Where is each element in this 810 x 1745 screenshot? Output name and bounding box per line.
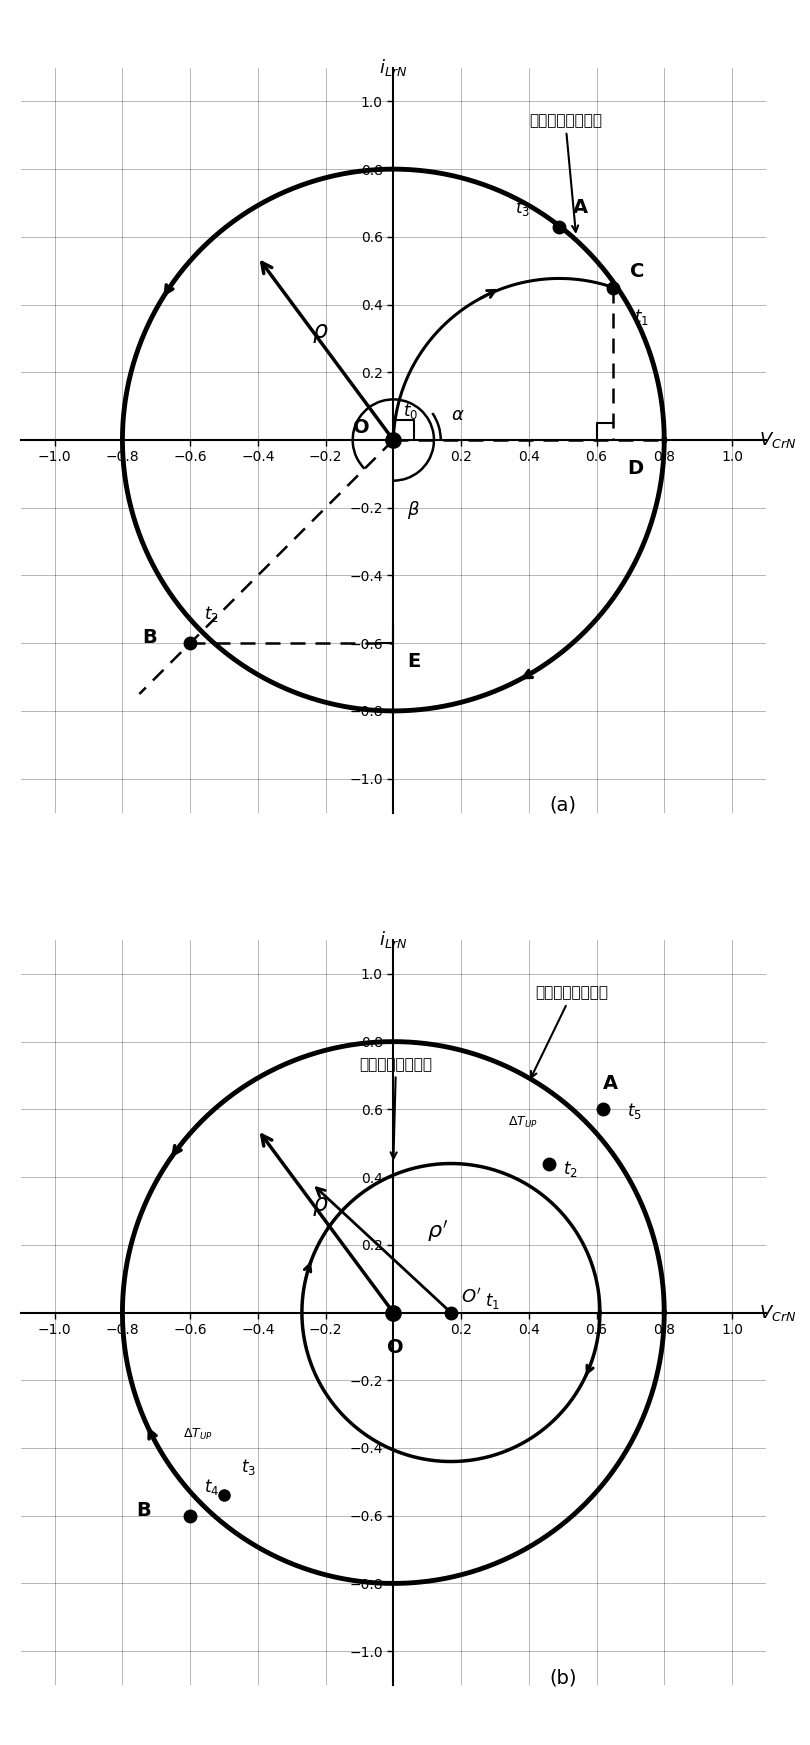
Text: 满载工作状态轨迹: 满载工作状态轨迹 xyxy=(529,113,602,232)
Text: $\beta$: $\beta$ xyxy=(407,499,420,520)
Text: B: B xyxy=(143,628,157,647)
Text: $i_{LrN}$: $i_{LrN}$ xyxy=(379,56,407,79)
Text: A: A xyxy=(573,199,588,216)
Text: (a): (a) xyxy=(549,796,576,815)
Text: $t_1$: $t_1$ xyxy=(633,307,649,326)
Text: 轻载工作状态轨迹: 轻载工作状态轨迹 xyxy=(360,1057,433,1159)
Text: $\Delta T_{UP}$: $\Delta T_{UP}$ xyxy=(183,1427,213,1441)
Text: $t_5$: $t_5$ xyxy=(627,1101,642,1120)
Text: $t_2$: $t_2$ xyxy=(203,604,219,625)
Text: $\rho$: $\rho$ xyxy=(312,321,329,346)
Text: B: B xyxy=(136,1501,151,1520)
Text: $\rho'$: $\rho'$ xyxy=(427,1218,449,1244)
Text: $O'$: $O'$ xyxy=(461,1288,482,1307)
Text: $\rho$: $\rho$ xyxy=(312,1194,329,1218)
Text: $t_3$: $t_3$ xyxy=(515,199,531,218)
Text: A: A xyxy=(603,1073,618,1092)
Text: $V_{CrN}$: $V_{CrN}$ xyxy=(759,429,796,450)
Text: 满载工作状态轨迹: 满载工作状态轨迹 xyxy=(531,986,608,1078)
Text: $t_3$: $t_3$ xyxy=(241,1457,256,1476)
Text: $\Delta T_{UP}$: $\Delta T_{UP}$ xyxy=(509,1115,539,1131)
Text: O: O xyxy=(386,1338,403,1358)
Text: $t_0$: $t_0$ xyxy=(403,401,419,421)
Text: (b): (b) xyxy=(549,1668,577,1687)
Text: O: O xyxy=(352,419,369,438)
Text: D: D xyxy=(627,459,643,478)
Text: C: C xyxy=(630,262,645,281)
Text: $\alpha$: $\alpha$ xyxy=(451,405,464,424)
Text: $t_2$: $t_2$ xyxy=(563,1159,578,1178)
Text: $t_1$: $t_1$ xyxy=(484,1291,500,1310)
Text: $t_4$: $t_4$ xyxy=(203,1476,219,1497)
Text: E: E xyxy=(407,653,420,670)
Text: $i_{LrN}$: $i_{LrN}$ xyxy=(379,928,407,951)
Text: $V_{CrN}$: $V_{CrN}$ xyxy=(759,1302,796,1323)
